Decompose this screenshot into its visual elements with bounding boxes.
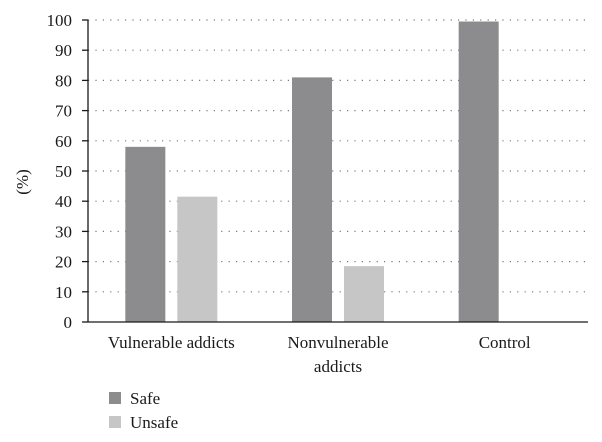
y-tick-label: 100 (47, 11, 73, 30)
y-tick-label: 80 (55, 71, 72, 90)
legend-label-unsafe: Unsafe (130, 413, 178, 432)
y-tick-label: 30 (55, 222, 72, 241)
category-labels: Vulnerable addicts Nonvulnerable addicts Co… (108, 333, 531, 376)
legend-swatch-safe (109, 392, 121, 404)
category-label: Nonvulnerable (287, 333, 388, 352)
y-tick-label: 60 (55, 132, 72, 151)
bar-safe-0 (125, 146, 166, 322)
y-tick-label: 50 (55, 162, 72, 181)
category-label: addicts (314, 357, 362, 376)
legend: Safe Unsafe (109, 389, 178, 432)
y-tick-label: 20 (55, 253, 72, 272)
y-tick-label: 90 (55, 41, 72, 60)
y-tick-label: 0 (64, 313, 73, 332)
category-label: Vulnerable addicts (108, 333, 235, 352)
bar-safe-2 (458, 21, 499, 322)
y-tick-label: 10 (55, 283, 72, 302)
bar-unsafe-1 (344, 266, 384, 322)
bar-safe-1 (292, 77, 332, 322)
legend-label-safe: Safe (130, 389, 160, 408)
legend-swatch-unsafe (109, 416, 121, 428)
y-axis-title: (%) (13, 169, 32, 194)
y-tick-label: 40 (55, 192, 72, 211)
bars (125, 21, 499, 322)
y-tick-labels: 0 10 20 30 40 50 60 70 80 90 100 (47, 11, 73, 332)
bar-unsafe-0 (177, 196, 218, 322)
axes (82, 19, 588, 323)
category-label: Control (479, 333, 531, 352)
y-tick-label: 70 (55, 102, 72, 121)
